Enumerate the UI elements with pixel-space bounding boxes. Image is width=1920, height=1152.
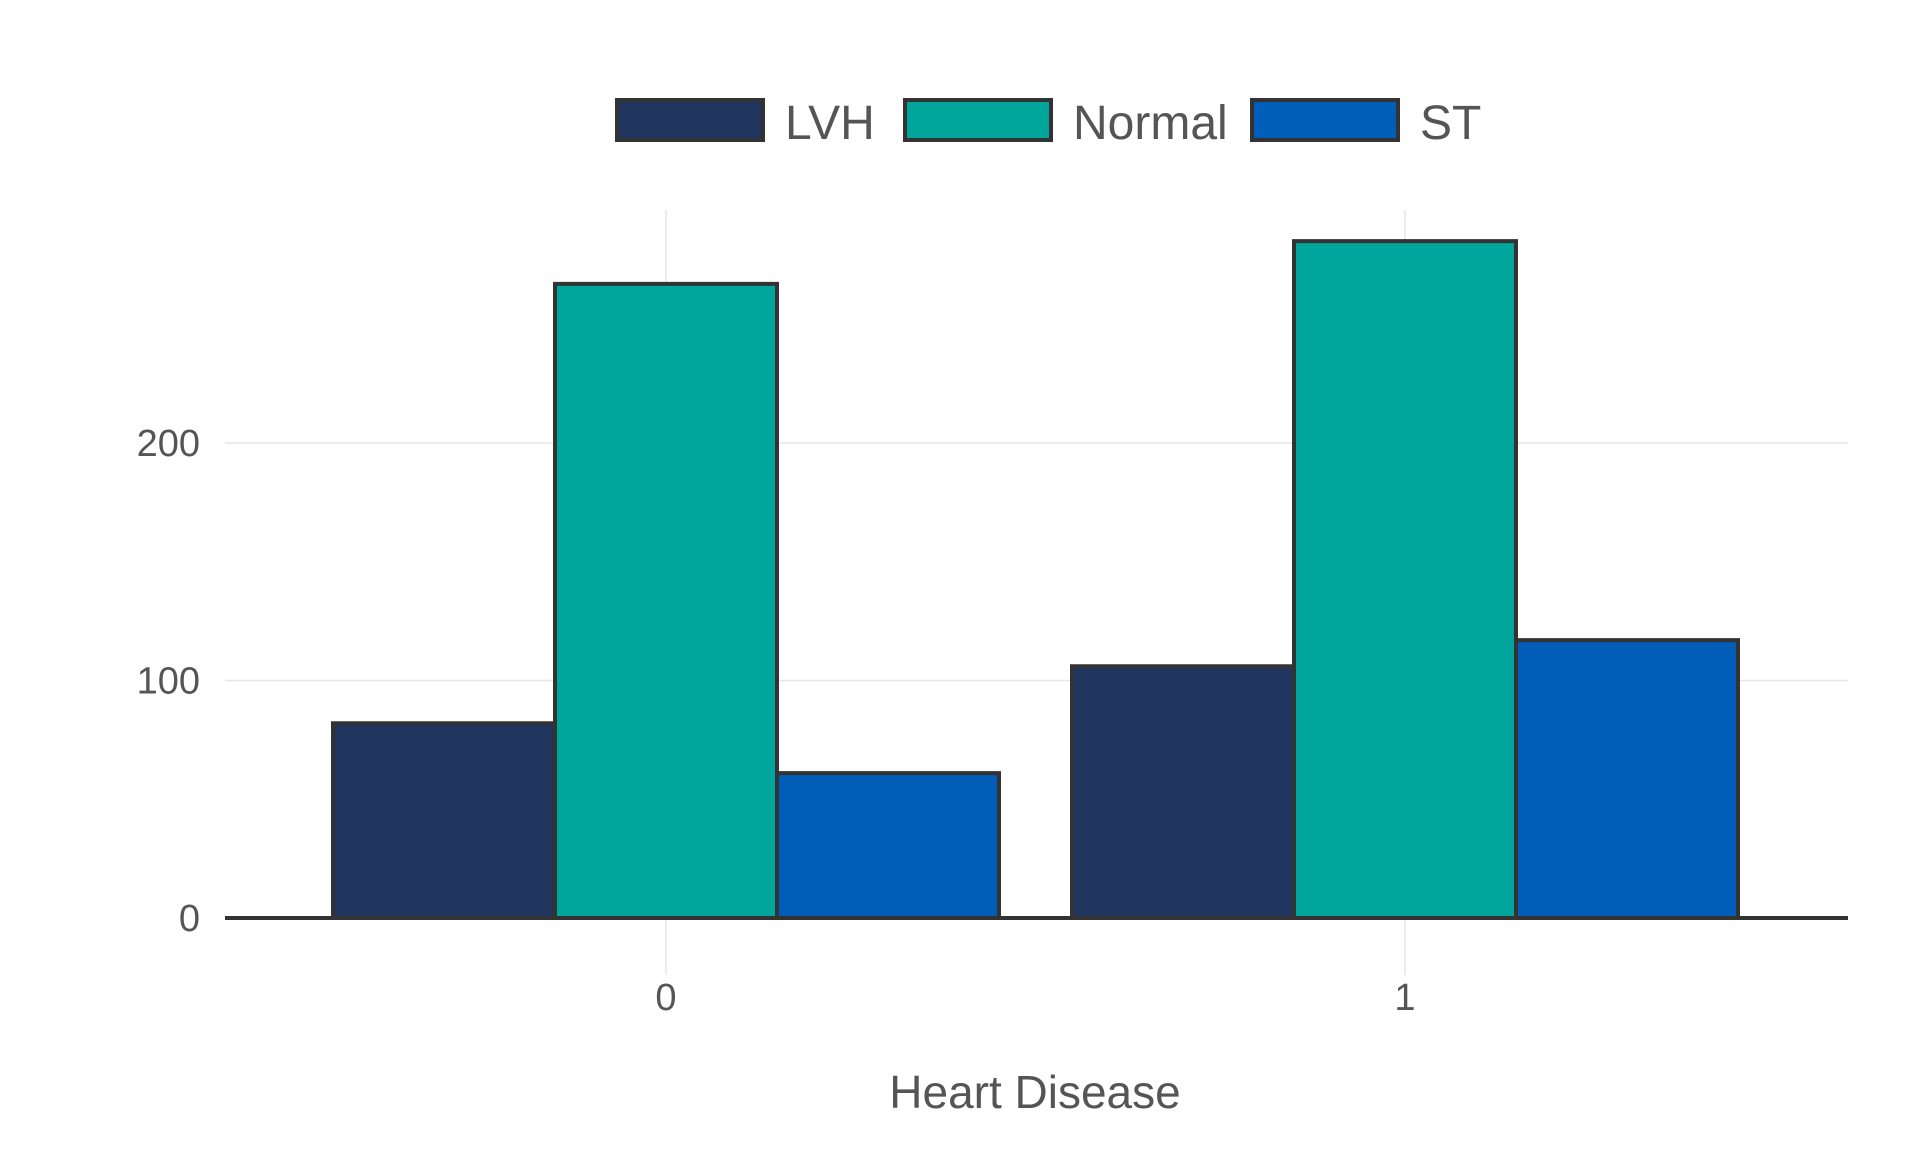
legend: LVH Normal ST <box>615 97 1481 150</box>
y-tick-label: 200 <box>137 423 200 465</box>
legend-swatch-st <box>1250 98 1400 142</box>
legend-swatch-lvh <box>615 98 765 142</box>
x-axis-title: Heart Disease <box>889 1066 1180 1118</box>
bar-st-0 <box>775 771 1001 920</box>
bar-lvh-0 <box>331 721 557 920</box>
bar-st-1 <box>1514 638 1740 920</box>
bar-lvh-1 <box>1070 664 1296 920</box>
legend-label-st: ST <box>1420 97 1481 150</box>
bar-normal-0 <box>553 281 779 920</box>
x-tick-label: 0 <box>655 977 676 1019</box>
x-tick-label: 1 <box>1394 977 1415 1019</box>
bars <box>331 239 1740 920</box>
legend-swatch-normal <box>903 98 1053 142</box>
y-tick-label: 0 <box>179 898 200 940</box>
axes: 0 100 200 0 1 <box>137 423 1848 1019</box>
bar-normal-1 <box>1292 239 1518 920</box>
legend-label-lvh: LVH <box>785 97 875 150</box>
y-tick-label: 100 <box>137 661 200 703</box>
legend-label-normal: Normal <box>1073 97 1228 150</box>
